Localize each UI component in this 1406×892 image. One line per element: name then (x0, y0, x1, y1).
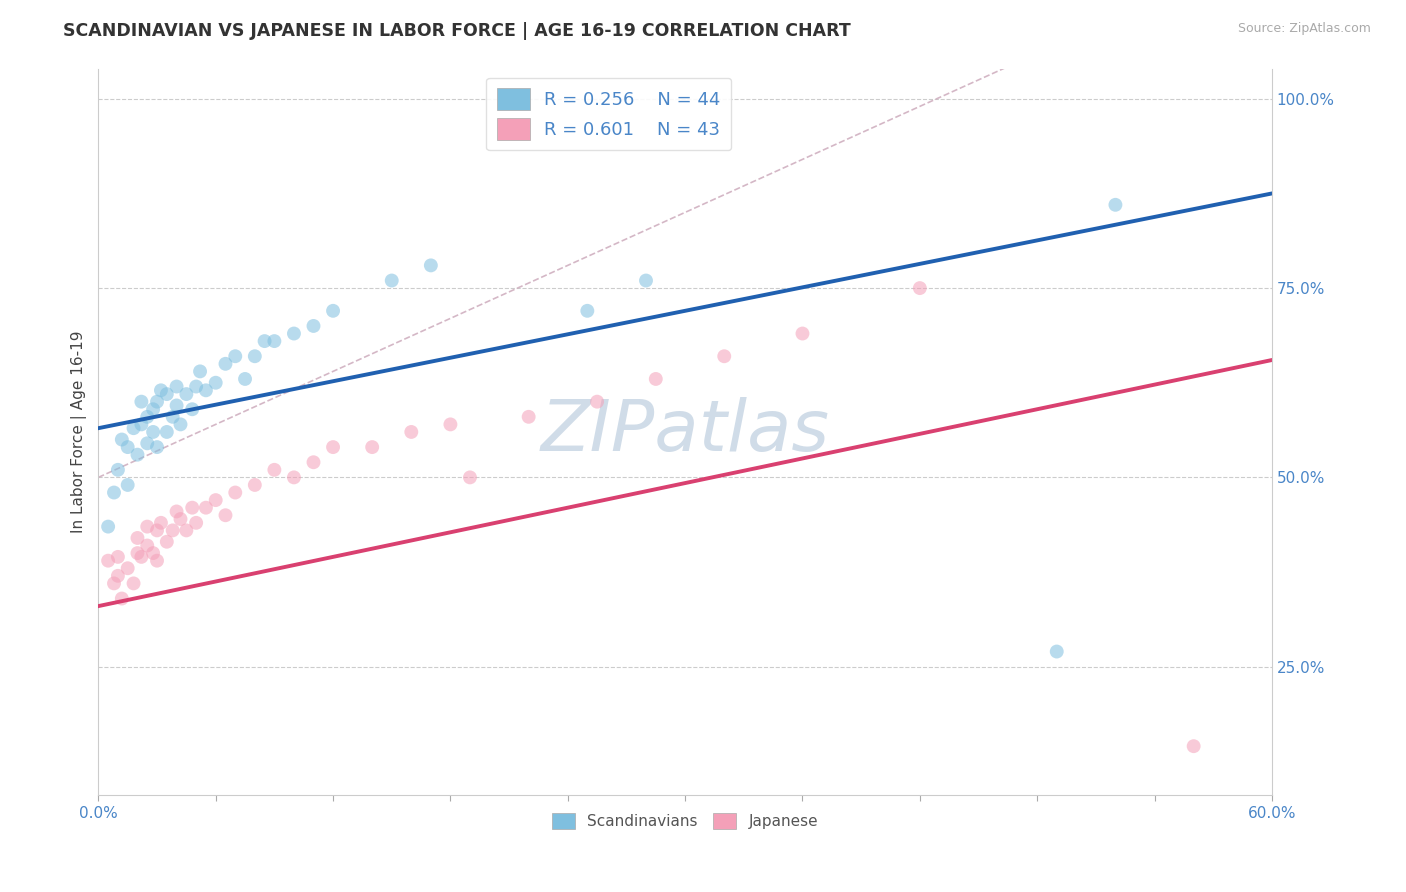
Point (162, 409, 184, 424)
Point (214, 508, 236, 523)
Point (169, 417, 191, 432)
Point (142, 425, 165, 439)
Point (713, 349, 735, 363)
Point (103, 576, 125, 591)
Point (576, 303, 599, 318)
Point (361, 440, 384, 454)
Point (283, 326, 305, 341)
Point (194, 384, 217, 398)
Point (194, 500, 217, 515)
Point (136, 436, 159, 450)
Point (97, 519, 120, 533)
Text: ZIPatlas: ZIPatlas (541, 398, 830, 467)
Point (181, 500, 204, 515)
Point (176, 524, 198, 538)
Point (117, 440, 139, 454)
Point (1182, 739, 1205, 754)
Point (127, 546, 149, 560)
Point (107, 549, 129, 564)
Point (186, 516, 208, 530)
Point (419, 259, 441, 273)
Point (224, 485, 246, 500)
Text: Source: ZipAtlas.com: Source: ZipAtlas.com (1237, 22, 1371, 36)
Point (439, 417, 461, 432)
Point (107, 463, 129, 477)
Point (111, 433, 134, 447)
Point (186, 379, 208, 393)
Point (517, 409, 540, 424)
Point (322, 440, 344, 454)
Point (214, 357, 236, 371)
Point (263, 463, 285, 477)
Point (131, 417, 153, 432)
Point (381, 273, 404, 287)
Point (166, 504, 188, 518)
Point (908, 281, 931, 295)
Point (136, 519, 159, 533)
Point (142, 546, 165, 560)
Point (122, 576, 145, 591)
Point (634, 273, 657, 287)
Point (136, 539, 159, 553)
Point (146, 394, 169, 409)
Point (283, 470, 305, 484)
Point (136, 409, 159, 424)
Text: SCANDINAVIAN VS JAPANESE IN LABOR FORCE | AGE 16-19 CORRELATION CHART: SCANDINAVIAN VS JAPANESE IN LABOR FORCE … (63, 22, 851, 40)
Point (204, 493, 226, 508)
Legend: Scandinavians, Japanese: Scandinavians, Japanese (546, 806, 824, 835)
Point (792, 326, 814, 341)
Point (149, 384, 172, 398)
Point (111, 591, 134, 606)
Point (149, 516, 172, 530)
Point (156, 534, 179, 549)
Point (243, 349, 266, 363)
Point (97, 554, 120, 568)
Point (188, 364, 211, 378)
Point (644, 372, 666, 386)
Point (401, 425, 423, 439)
Point (586, 394, 609, 409)
Point (103, 485, 125, 500)
Point (131, 394, 153, 409)
Point (243, 478, 266, 492)
Point (181, 402, 204, 417)
Point (233, 372, 256, 386)
Point (1104, 198, 1126, 212)
Point (117, 478, 139, 492)
Point (107, 569, 129, 583)
Point (204, 376, 226, 390)
Point (156, 387, 179, 401)
Point (127, 531, 149, 545)
Point (146, 554, 169, 568)
Point (146, 440, 169, 454)
Point (169, 512, 191, 526)
Point (302, 318, 325, 333)
Point (224, 349, 246, 363)
Point (166, 379, 188, 393)
Point (127, 448, 149, 462)
Point (166, 399, 188, 413)
Point (122, 421, 145, 435)
Point (1046, 644, 1069, 658)
Y-axis label: In Labor Force | Age 16-19: In Labor Force | Age 16-19 (72, 331, 87, 533)
Point (263, 334, 285, 348)
Point (117, 561, 139, 575)
Point (162, 524, 184, 538)
Point (142, 402, 165, 417)
Point (146, 524, 169, 538)
Point (131, 549, 153, 564)
Point (253, 334, 276, 348)
Point (302, 455, 325, 469)
Point (156, 425, 179, 439)
Point (322, 303, 344, 318)
Point (458, 470, 481, 484)
Point (176, 387, 198, 401)
